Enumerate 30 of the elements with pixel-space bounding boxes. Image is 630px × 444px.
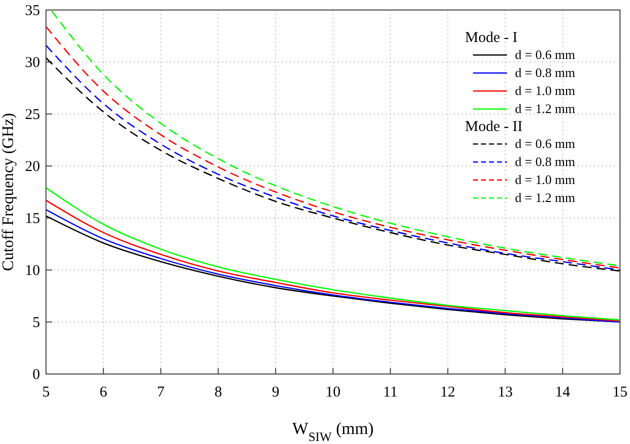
x-tick-label: 12 — [440, 384, 456, 400]
x-tick-label: 9 — [272, 384, 280, 400]
x-tick-label: 14 — [555, 384, 571, 400]
legend-label: d = 0.8 mm — [515, 154, 576, 169]
x-tick-label: 8 — [214, 384, 222, 400]
y-tick-label: 5 — [32, 314, 40, 331]
x-tick-label: 13 — [498, 384, 513, 400]
legend-label: d = 1.0 mm — [515, 83, 576, 98]
y-tick-label: 10 — [25, 262, 40, 279]
x-tick-label: 10 — [326, 384, 340, 400]
legend-label: d = 1.0 mm — [515, 172, 576, 187]
y-tick-label: 35 — [25, 2, 40, 19]
legend-label: d = 1.2 mm — [515, 101, 576, 116]
y-tick-label: 15 — [25, 210, 40, 227]
annotation: Mode - I — [465, 30, 518, 46]
y-tick-label: 0 — [32, 366, 40, 383]
annotation: Mode - II — [465, 119, 522, 135]
legend-label: d = 0.6 mm — [515, 47, 576, 62]
x-axis-title: W$_{SIW}$ (mm) — [292, 419, 374, 444]
legend-label: d = 0.6 mm — [515, 136, 576, 151]
y-axis-title: Cutoff Frequency (GHz) — [0, 113, 17, 271]
legend-label: d = 1.2 mm — [515, 190, 576, 205]
y-tick-label: 25 — [25, 106, 40, 123]
x-tick-label: 11 — [383, 384, 398, 400]
legend-label: d = 0.8 mm — [515, 65, 576, 80]
x-tick-label: 7 — [157, 384, 166, 400]
y-tick-label: 30 — [25, 54, 40, 71]
x-tick-label: 6 — [100, 384, 108, 400]
x-tick-label: 15 — [612, 384, 628, 400]
y-tick-label: 20 — [25, 158, 40, 175]
